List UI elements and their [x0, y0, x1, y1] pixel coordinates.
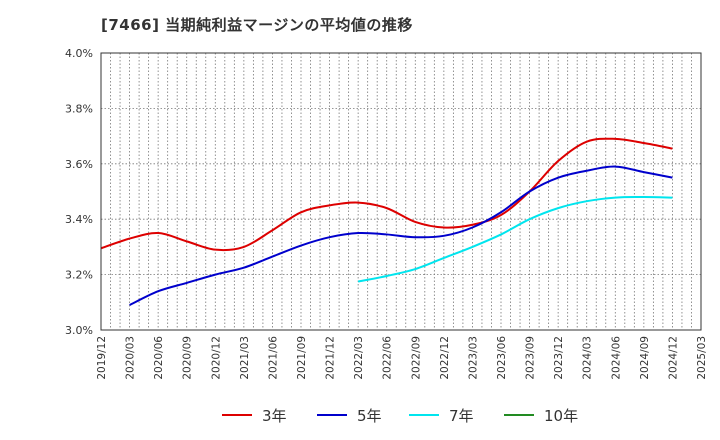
- legend-item: 7年: [409, 404, 474, 426]
- x-tick-label: 2022/12: [439, 336, 451, 380]
- legend-item: 5年: [317, 404, 382, 426]
- x-tick-label: 2021/09: [296, 336, 308, 380]
- legend-swatch: [317, 414, 347, 416]
- legend-swatch: [222, 414, 252, 416]
- series-line-1: [129, 165, 673, 306]
- legend-label: 7年: [449, 406, 474, 425]
- x-tick-label: 2023/12: [553, 336, 565, 380]
- x-tick-label: 2020/12: [210, 336, 222, 380]
- grid-lines: [100, 52, 702, 331]
- x-tick-label: 2022/06: [382, 336, 394, 380]
- x-tick-label: 2022/09: [410, 336, 422, 380]
- legend-swatch: [409, 414, 439, 416]
- legend-label: 10年: [544, 406, 579, 425]
- y-tick-labels: 3.0% 3.2% 3.4% 3.6% 3.8% 4.0%: [65, 47, 93, 337]
- y-tick-label: 4.0%: [65, 47, 93, 60]
- legend-swatch: [504, 414, 534, 416]
- x-tick-label: 2021/06: [267, 336, 279, 380]
- x-tick-label: 2025/03: [696, 336, 708, 380]
- x-tick-label: 2020/06: [153, 336, 165, 380]
- x-tick-label: 2021/03: [239, 336, 251, 380]
- y-tick-label: 3.8%: [65, 102, 93, 115]
- x-tick-labels: 2019/12 2020/03 2020/06 2020/09 2020/12 2021/…: [96, 336, 708, 380]
- x-tick-label: 2020/03: [125, 336, 137, 380]
- x-tick-label: 2024/06: [610, 336, 622, 380]
- legend-label: 3年: [262, 406, 287, 425]
- series-line-0: [100, 137, 673, 252]
- x-tick-label: 2024/09: [639, 336, 651, 380]
- legend-item: 3年: [222, 404, 287, 426]
- x-tick-label: 2019/12: [96, 336, 108, 380]
- x-tick-label: 2023/09: [525, 336, 537, 380]
- x-tick-label: 2023/03: [467, 336, 479, 380]
- legend-label: 5年: [357, 406, 382, 425]
- series-lines: [100, 137, 673, 306]
- legend-item: 10年: [504, 404, 578, 426]
- legend: 3年 5年 7年 10年: [0, 404, 720, 426]
- x-tick-label: 2022/03: [353, 336, 365, 380]
- series-line-2: [357, 196, 673, 283]
- x-tick-label: 2023/06: [496, 336, 508, 380]
- chart-title: [7466] 当期純利益マージンの平均値の推移: [101, 16, 413, 34]
- y-tick-label: 3.2%: [65, 269, 93, 282]
- y-tick-label: 3.4%: [65, 213, 93, 226]
- x-tick-label: 2021/12: [325, 336, 337, 380]
- x-tick-label: 2020/09: [182, 336, 194, 380]
- y-tick-label: 3.0%: [65, 324, 93, 337]
- plot-area-frame: [100, 52, 702, 331]
- y-tick-label: 3.6%: [65, 158, 93, 171]
- x-tick-label: 2024/12: [667, 336, 679, 380]
- x-tick-label: 2024/03: [582, 336, 594, 380]
